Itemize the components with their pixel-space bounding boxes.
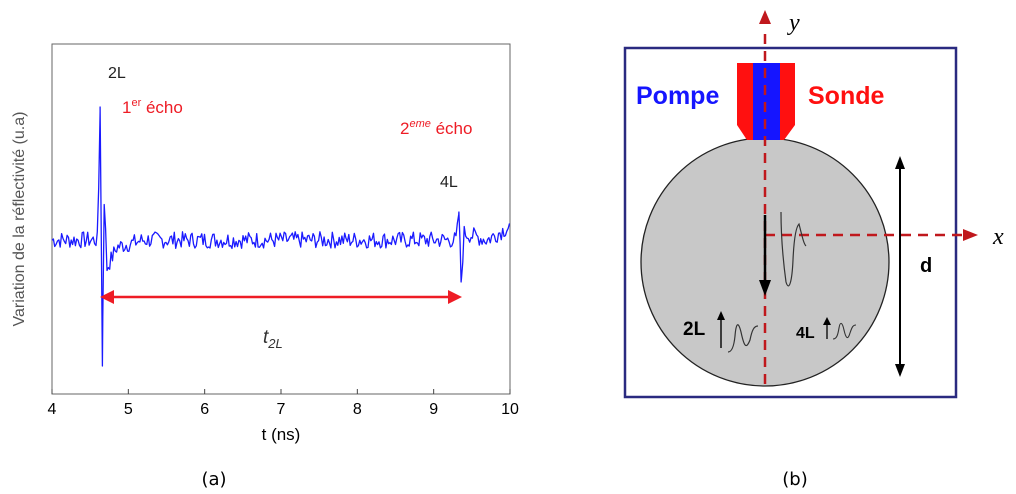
x-tick-label: 8 [353,401,362,418]
x-tick-label: 6 [200,401,209,418]
x-tick-label: 10 [501,401,519,418]
second-echo-word: écho [431,119,473,138]
echo-2L-up-arrow [717,311,725,348]
y-axis-label: Variation de la réflectivité (u.a) [11,112,28,327]
second-echo-superscript: eme [409,118,430,130]
x-tick-label: 7 [277,401,286,418]
pump-probe-beams [737,63,795,140]
first-echo-superscript: er [131,97,141,109]
panel-a: 4 5 6 7 8 9 10 t (ns) Variation de la réflecti… [11,43,519,490]
x-tick-label: 5 [124,401,133,418]
x-axis-name: x [992,224,1004,250]
second-echo-number: 2 [400,119,409,138]
x-tick-label: 4 [48,401,57,418]
t2L-label: t2L [263,327,283,351]
pump-label: Pompe [636,82,719,110]
echo-2L-waveform [727,324,759,353]
echo-waveform-center [780,211,807,287]
x-axis-arrowhead [963,229,978,241]
diameter-double-arrow [895,156,905,377]
second-echo-label: 2eme écho [400,118,472,138]
first-echo-label: 1er écho [122,97,183,117]
propagation-arrowhead [759,280,771,296]
echo-4L-waveform [832,322,857,340]
panel-b: y x Pompe Sonde 2L 4L [623,10,1004,490]
reflectivity-signal-line [51,106,511,367]
panel-b-frame [623,46,958,399]
y-axis-name: y [787,10,800,36]
echo-4L-label: 4L [796,325,815,342]
peak-4L-label: 4L [440,174,458,191]
diameter-label: d [920,255,932,277]
t2L-subscript: 2L [267,336,282,351]
y-axis-arrowhead [759,10,771,24]
echo-4L-up-arrow [823,317,831,339]
probe-label: Sonde [808,82,884,110]
t2L-main: t [263,327,269,348]
pump-beam [753,63,780,140]
x-axis-ticks: 4 5 6 7 8 9 10 [48,389,519,418]
peak-2L-label: 2L [108,65,126,82]
first-echo-number: 1 [122,98,131,117]
x-tick-label: 9 [429,401,438,418]
first-echo-word: écho [141,98,183,117]
panel-b-caption: (b) [782,469,807,490]
panel-a-caption: (a) [201,469,226,490]
t2L-double-arrow [100,290,462,304]
x-axis-label: t (ns) [262,425,301,444]
echo-2L-label: 2L [683,319,706,340]
